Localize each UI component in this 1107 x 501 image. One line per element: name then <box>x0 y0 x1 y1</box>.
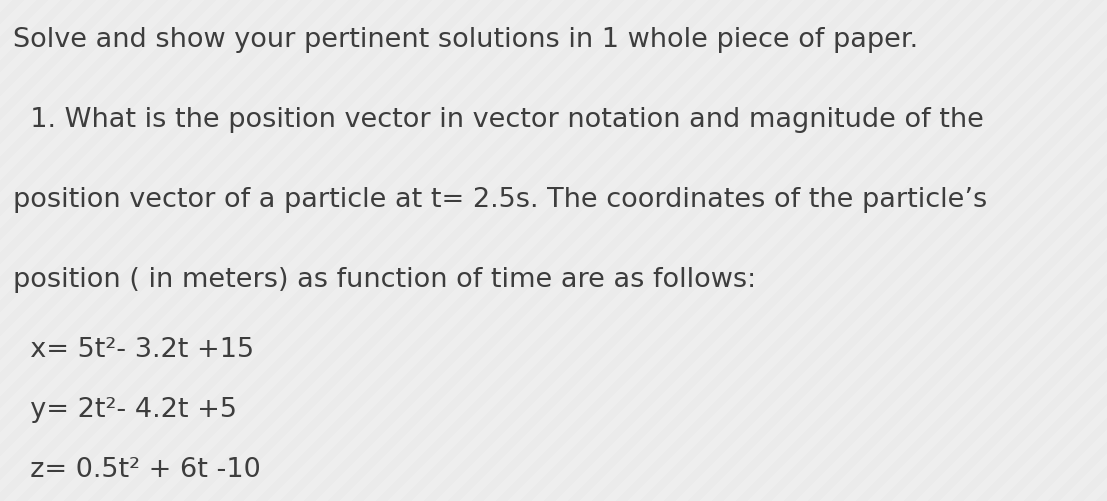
Text: Solve and show your pertinent solutions in 1 whole piece of paper.: Solve and show your pertinent solutions … <box>13 27 919 53</box>
Text: y= 2t²- 4.2t +5: y= 2t²- 4.2t +5 <box>13 397 237 423</box>
Text: x= 5t²- 3.2t +15: x= 5t²- 3.2t +15 <box>13 337 255 363</box>
Text: 1. What is the position vector in vector notation and magnitude of the: 1. What is the position vector in vector… <box>13 107 984 133</box>
Text: position vector of a particle at t= 2.5s. The coordinates of the particle’s: position vector of a particle at t= 2.5s… <box>13 187 987 213</box>
Text: z= 0.5t² + 6t -10: z= 0.5t² + 6t -10 <box>13 457 261 483</box>
Text: position ( in meters) as function of time are as follows:: position ( in meters) as function of tim… <box>13 267 756 293</box>
